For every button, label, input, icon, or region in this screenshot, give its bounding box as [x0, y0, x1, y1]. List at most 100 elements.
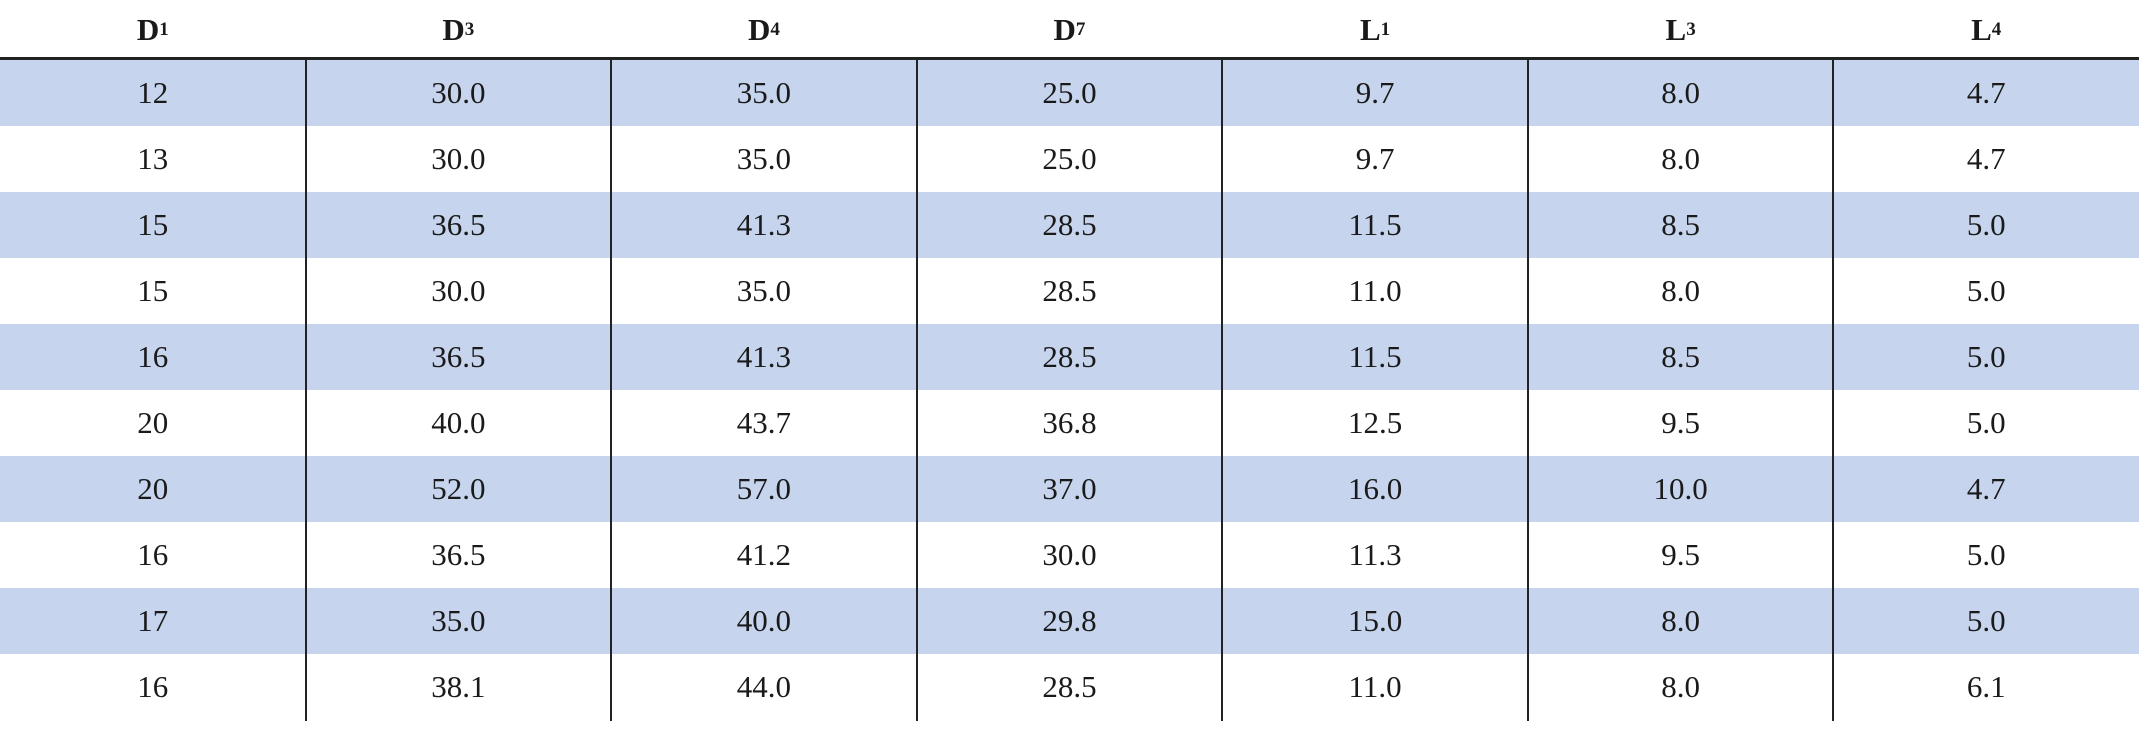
- table-cell: 36.5: [431, 339, 486, 374]
- header-subscript: 1: [1380, 18, 1391, 40]
- table-cell: 9.5: [1661, 537, 1700, 572]
- header-symbol: D: [136, 11, 160, 47]
- row-band: [0, 60, 2139, 126]
- header-subscript: 3: [464, 18, 475, 40]
- table-cell: 25.0: [1042, 141, 1097, 176]
- table-cell: 30.0: [431, 75, 486, 110]
- table-cell: 5.0: [1966, 405, 2006, 440]
- table-cell: 30.0: [431, 141, 486, 176]
- row-band: [0, 324, 2139, 390]
- table-cell: 57.0: [736, 471, 792, 506]
- table-cell: 41.2: [736, 537, 792, 572]
- header-subscript: 3: [1686, 18, 1696, 40]
- table-cell: 30.0: [431, 273, 486, 308]
- table-cell: 41.3: [736, 207, 792, 242]
- table-cell: 8.0: [1661, 603, 1700, 638]
- table-cell: 11.5: [1348, 207, 1402, 242]
- table-cell: 6.1: [1966, 669, 2006, 704]
- table-cell: 13: [137, 141, 169, 176]
- table-cell: 5.0: [1966, 339, 2006, 374]
- header-symbol: L: [1665, 11, 1687, 47]
- table-cell: 36.5: [431, 207, 486, 242]
- table-cell: 5.0: [1966, 273, 2006, 308]
- table-cell: 5.0: [1966, 207, 2006, 242]
- header-rule: [0, 57, 2139, 60]
- column-rule: [610, 59, 613, 721]
- table-cell: 8.5: [1661, 207, 1700, 242]
- table-cell: 28.5: [1042, 339, 1097, 374]
- table-cell: 20: [137, 405, 169, 440]
- table-cell: 44.0: [736, 669, 792, 704]
- table-cell: 9.7: [1355, 141, 1395, 176]
- table-cell: 20: [137, 471, 169, 506]
- column-rule: [1526, 59, 1529, 721]
- table-cell: 8.0: [1661, 273, 1700, 308]
- table-cell: 4.7: [1966, 75, 2006, 110]
- header-subscript: 4: [1991, 18, 2002, 40]
- column-rule: [915, 59, 918, 721]
- table-cell: 29.8: [1042, 603, 1097, 638]
- table-cell: 12.5: [1347, 405, 1403, 440]
- header-subscript: 7: [1075, 18, 1086, 40]
- header-symbol: L: [1359, 11, 1381, 47]
- table-cell: 8.0: [1661, 669, 1700, 704]
- table-cell: 16: [137, 537, 169, 572]
- column-rule: [1832, 59, 1835, 721]
- table-cell: 8.5: [1661, 339, 1700, 374]
- table-cell: 40.0: [736, 603, 792, 638]
- table-cell: 35.0: [736, 75, 792, 110]
- table-cell: 16: [137, 339, 169, 374]
- table-cell: 16.0: [1347, 471, 1403, 506]
- table-cell: 9.7: [1355, 75, 1395, 110]
- table-cell: 11.0: [1348, 669, 1402, 704]
- table-cell: 11.3: [1348, 537, 1402, 572]
- table-cell: 38.1: [431, 669, 486, 704]
- table-cell: 11.5: [1348, 339, 1402, 374]
- table-cell: 40.0: [431, 405, 486, 440]
- table-cell: 16: [137, 669, 169, 704]
- table-cell: 11.0: [1348, 273, 1402, 308]
- table-cell: 25.0: [1042, 75, 1097, 110]
- table-cell: 35.0: [736, 273, 792, 308]
- table-cell: 28.5: [1042, 669, 1097, 704]
- table-cell: 36.8: [1042, 405, 1097, 440]
- table-cell: 8.0: [1661, 141, 1700, 176]
- table-cell: 41.3: [736, 339, 792, 374]
- table-cell: 5.0: [1966, 537, 2006, 572]
- header-subscript: 1: [159, 18, 169, 40]
- row-band: [0, 588, 2139, 654]
- table-cell: 8.0: [1661, 75, 1700, 110]
- table-cell: 28.5: [1042, 273, 1097, 308]
- table-cell: 15.0: [1347, 603, 1403, 638]
- table-cell: 35.0: [431, 603, 486, 638]
- table-cell: 5.0: [1966, 603, 2006, 638]
- header-symbol: D: [442, 11, 465, 47]
- row-band: [0, 192, 2139, 258]
- table-cell: 36.5: [431, 537, 486, 572]
- table-cell: 30.0: [1042, 537, 1097, 572]
- table-cell: 37.0: [1042, 471, 1097, 506]
- header-symbol: L: [1971, 11, 1992, 47]
- table-cell: 17: [137, 603, 169, 638]
- column-rule: [304, 59, 307, 721]
- table-cell: 10.0: [1653, 471, 1708, 506]
- header-symbol: D: [1053, 11, 1076, 47]
- table-cell: 9.5: [1661, 405, 1700, 440]
- header-subscript: 4: [770, 18, 780, 40]
- table-cell: 15: [137, 273, 169, 308]
- header-symbol: D: [747, 11, 771, 47]
- column-rule: [1221, 59, 1224, 721]
- row-band: [0, 456, 2139, 522]
- table-cell: 4.7: [1966, 471, 2006, 506]
- table-cell: 12: [137, 75, 169, 110]
- table-cell: 28.5: [1042, 207, 1097, 242]
- table-cell: 4.7: [1966, 141, 2006, 176]
